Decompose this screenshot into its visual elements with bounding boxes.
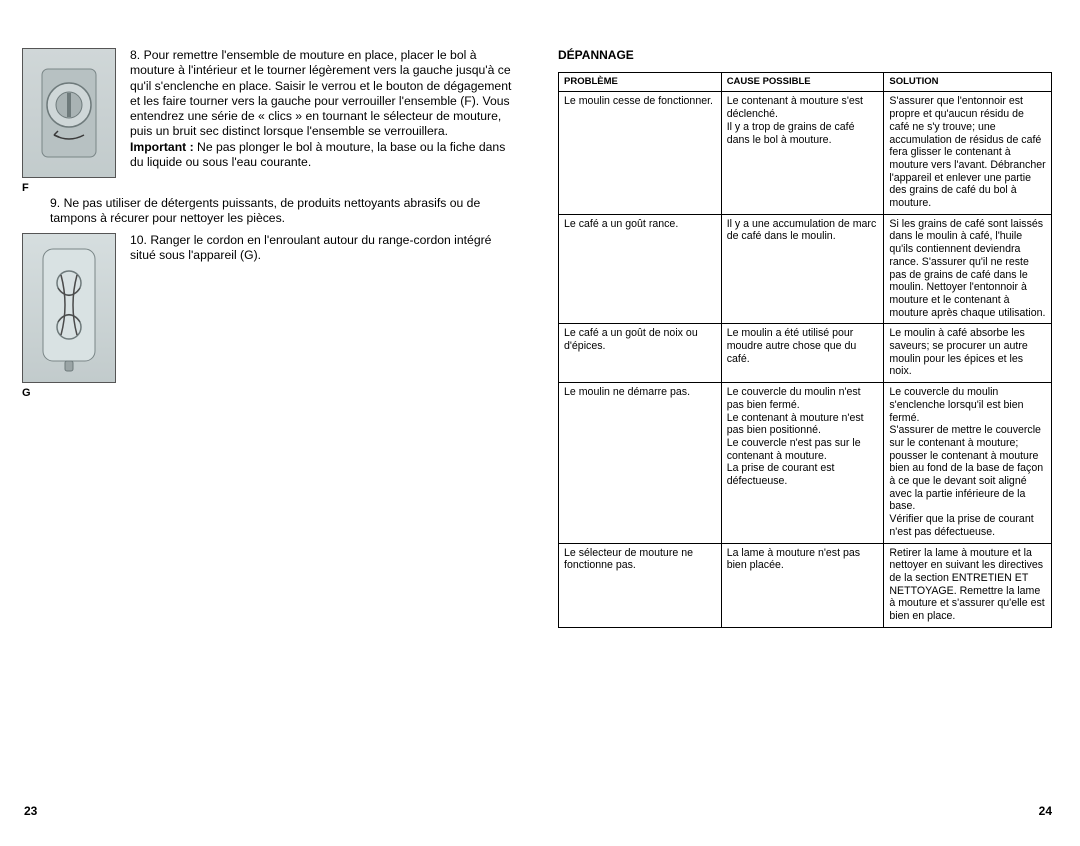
table-body: Le moulin cesse de fonctionner. Le conte… — [559, 92, 1052, 627]
figure-f: F — [22, 48, 116, 194]
cell-cause: Le contenant à mouture s'est déclenché. … — [721, 92, 884, 214]
troubleshooting-table: Problème Cause Possible Solution Le moul… — [558, 72, 1052, 628]
step10-body: Ranger le cordon en l'enroulant autour d… — [130, 233, 491, 262]
table-row: Le moulin cesse de fonctionner. Le conte… — [559, 92, 1052, 214]
step8-row: F 8. Pour remettre l'ensemble de mouture… — [22, 48, 518, 194]
header-solution: Solution — [884, 73, 1052, 92]
figure-g-image — [22, 233, 116, 383]
step9-prefix: 9. — [50, 196, 64, 210]
cell-problem: Le café a un goût rance. — [559, 214, 722, 324]
step10-prefix: 10. — [130, 233, 150, 247]
page-number-left: 23 — [24, 804, 37, 818]
figure-g: G — [22, 233, 116, 399]
cell-problem: Le sélecteur de mouture ne fonctionne pa… — [559, 543, 722, 627]
step8-body: Pour remettre l'ensemble de mouture en p… — [130, 48, 511, 138]
cord-wrap-icon — [33, 243, 105, 373]
table-row: Le sélecteur de mouture ne fonctionne pa… — [559, 543, 1052, 627]
cell-cause: La lame à mouture n'est pas bien placée. — [721, 543, 884, 627]
table-row: Le café a un goût de noix ou d'épices. L… — [559, 324, 1052, 383]
cell-solution: S'assurer que l'entonnoir est propre et … — [884, 92, 1052, 214]
step10-text: 10. Ranger le cordon en l'enroulant auto… — [130, 233, 518, 399]
figure-g-label: G — [22, 387, 116, 399]
important-label: Important : — [130, 140, 194, 154]
cell-cause: Il y a une accumulation de marc de café … — [721, 214, 884, 324]
cell-cause: Le couvercle du moulin n'est pas bien fe… — [721, 383, 884, 543]
step8-text: 8. Pour remettre l'ensemble de mouture e… — [130, 48, 518, 194]
page-number-right: 24 — [1039, 804, 1052, 818]
step9-body: Ne pas utiliser de détergents puissants,… — [50, 196, 480, 225]
step9-text: 9. Ne pas utiliser de détergents puissan… — [22, 196, 518, 227]
table-row: Le café a un goût rance. Il y a une accu… — [559, 214, 1052, 324]
figure-f-image — [22, 48, 116, 178]
page-left: F 8. Pour remettre l'ensemble de mouture… — [0, 0, 540, 846]
step8-prefix: 8. — [130, 48, 144, 62]
cell-solution: Le moulin à café absorbe les saveurs; se… — [884, 324, 1052, 383]
page-spread: F 8. Pour remettre l'ensemble de mouture… — [0, 0, 1080, 846]
page-right: DÉPANNAGE Problème Cause Possible Soluti… — [540, 0, 1080, 846]
step10-row: G 10. Ranger le cordon en l'enroulant au… — [22, 233, 518, 399]
cell-solution: Le couvercle du moulin s'enclenche lorsq… — [884, 383, 1052, 543]
header-cause: Cause Possible — [721, 73, 884, 92]
cell-solution: Si les grains de café sont laissés dans … — [884, 214, 1052, 324]
cell-problem: Le moulin cesse de fonctionner. — [559, 92, 722, 214]
cell-problem: Le moulin ne démarre pas. — [559, 383, 722, 543]
table-header-row: Problème Cause Possible Solution — [559, 73, 1052, 92]
header-problem: Problème — [559, 73, 722, 92]
table-row: Le moulin ne démarre pas. Le couvercle d… — [559, 383, 1052, 543]
figure-f-label: F — [22, 182, 116, 194]
cell-solution: Retirer la lame à mouture et la nettoyer… — [884, 543, 1052, 627]
cell-cause: Le moulin a été utilisé pour moudre autr… — [721, 324, 884, 383]
troubleshooting-heading: DÉPANNAGE — [558, 48, 1052, 62]
dial-icon — [34, 63, 104, 163]
cell-problem: Le café a un goût de noix ou d'épices. — [559, 324, 722, 383]
